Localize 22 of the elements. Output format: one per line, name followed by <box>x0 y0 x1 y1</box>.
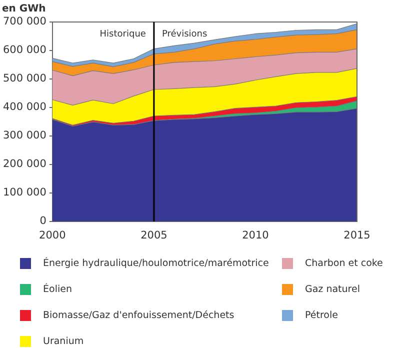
legend-label: Éolien <box>43 284 72 294</box>
y-tick-label: 500 000 <box>3 72 46 85</box>
y-tick-label: 300 000 <box>3 130 46 142</box>
y-tick-label: 0 <box>40 215 46 228</box>
legend-label: Charbon et coke <box>305 258 383 268</box>
y-tick-label: 200 000 <box>3 158 46 170</box>
legend-label: Gaz naturel <box>305 284 360 294</box>
x-tick-label: 2010 <box>242 229 269 242</box>
legend-label: Uranium <box>43 336 84 346</box>
y-tick-label: 700 000 <box>3 16 46 28</box>
x-tick-label: 2005 <box>140 229 168 242</box>
legend-label: Biomasse/Gaz d'enfouissement/Déchets <box>43 310 234 320</box>
y-axis-title: en GWh <box>2 4 46 15</box>
y-tick-label: 100 000 <box>3 186 46 199</box>
x-tick-label: 2015 <box>344 229 370 242</box>
x-tick-label: 2000 <box>39 229 66 242</box>
annotation: Prévisions <box>162 28 208 40</box>
legend-label: Énergie hydraulique/houlomotrice/marémotrice <box>43 258 269 268</box>
annotation: Historique <box>100 29 146 40</box>
y-tick-label: 600 000 <box>3 44 46 56</box>
legend-label: Pétrole <box>305 310 338 320</box>
y-tick-label: 400 000 <box>3 101 46 114</box>
